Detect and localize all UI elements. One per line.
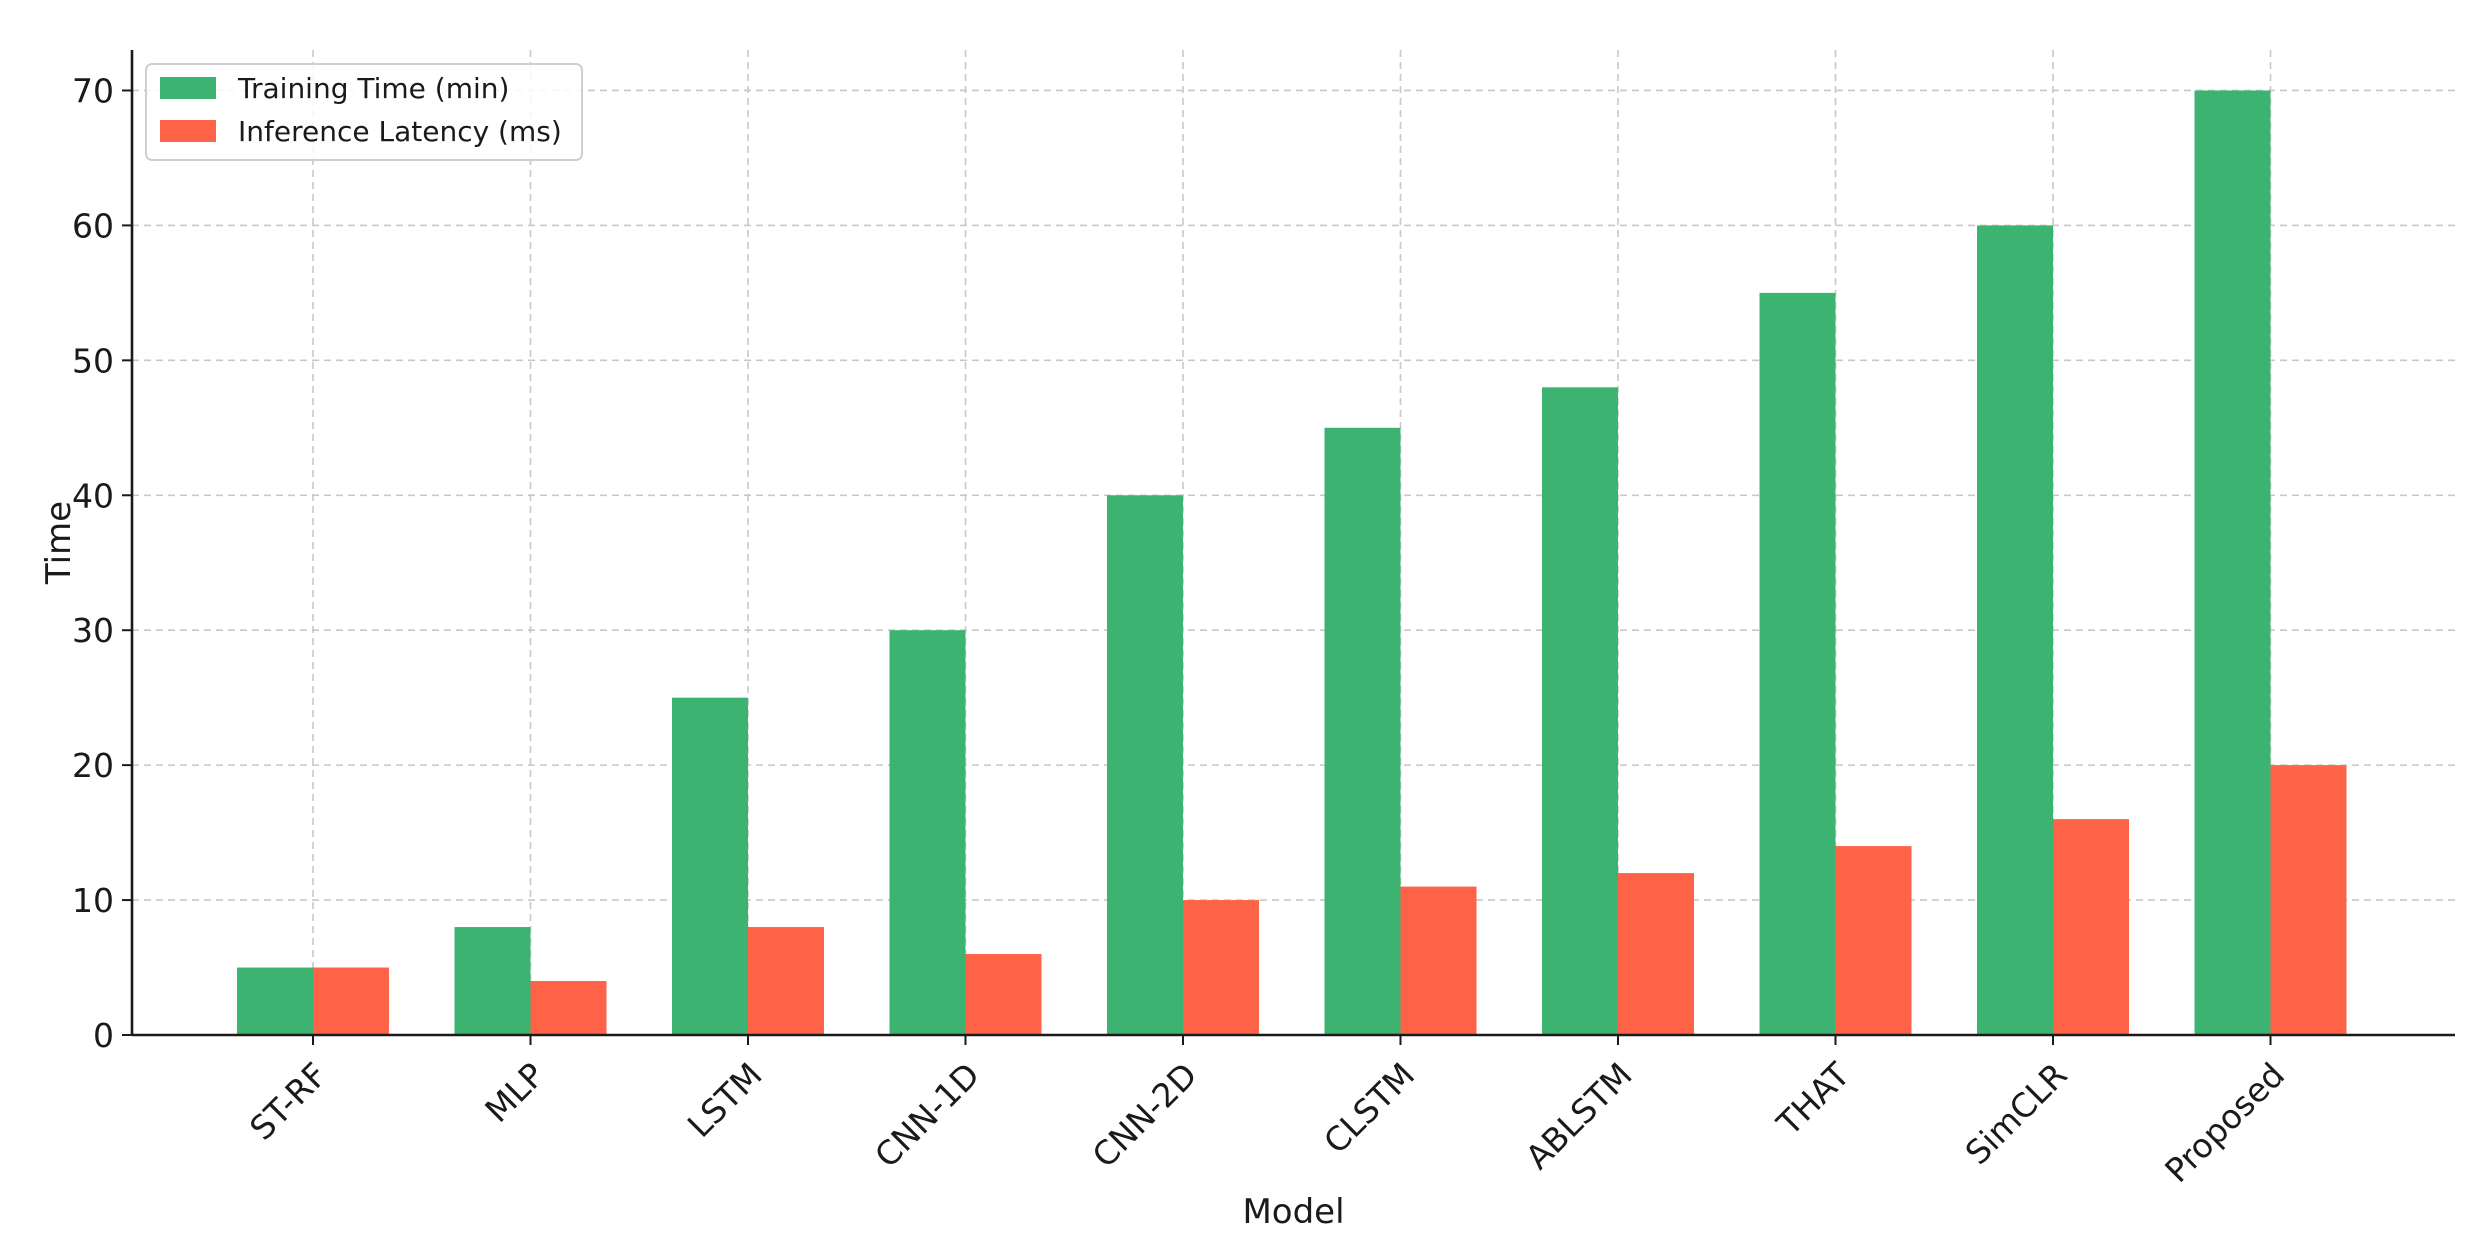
legend-label-inference-latency: Inference Latency (ms) bbox=[238, 115, 562, 148]
bar-inference-latency bbox=[2053, 819, 2129, 1035]
bar-inference-latency bbox=[530, 981, 607, 1035]
x-tick-label: SimCLR bbox=[1958, 1055, 2075, 1172]
x-tick-label: Proposed bbox=[2157, 1055, 2292, 1190]
y-tick-label: 0 bbox=[93, 1016, 114, 1055]
x-tick-label: ST-RF bbox=[242, 1055, 335, 1148]
y-tick-label: 10 bbox=[72, 881, 114, 920]
x-tick-label: ABLSTM bbox=[1518, 1055, 1640, 1177]
bar-training-time bbox=[454, 927, 531, 1035]
y-tick-label: 50 bbox=[72, 341, 114, 380]
y-tick-label: 60 bbox=[72, 206, 114, 245]
legend-swatch-inference-latency bbox=[160, 120, 216, 142]
y-tick-label: 20 bbox=[72, 746, 114, 785]
bar-training-time bbox=[1759, 292, 1836, 1035]
bar-training-time bbox=[2194, 90, 2271, 1036]
x-tick-label: CNN-2D bbox=[1085, 1055, 1205, 1175]
bar-inference-latency bbox=[1400, 886, 1477, 1035]
x-tick-label: CLSTM bbox=[1316, 1055, 1422, 1161]
x-tick-label: LSTM bbox=[680, 1055, 770, 1145]
bar-training-time bbox=[889, 630, 966, 1035]
legend: Training Time (min) Inference Latency (ms… bbox=[145, 63, 583, 161]
legend-swatch-training-time bbox=[160, 77, 216, 99]
bar-inference-latency bbox=[748, 927, 824, 1035]
y-tick-label: 30 bbox=[72, 611, 114, 650]
bar-inference-latency bbox=[1183, 900, 1259, 1035]
legend-items: Training Time (min) Inference Latency (ms… bbox=[160, 72, 562, 148]
axes-layer bbox=[130, 50, 2455, 1037]
y-tick-label: 40 bbox=[72, 476, 114, 515]
legend-frame bbox=[145, 63, 583, 161]
bars-layer bbox=[237, 90, 2347, 1036]
legend-label-training-time: Training Time (min) bbox=[237, 72, 509, 105]
bar-inference-latency bbox=[1835, 846, 1912, 1035]
bar-training-time bbox=[1977, 225, 2053, 1036]
y-tick-label: 70 bbox=[72, 71, 114, 110]
x-tick-label: MLP bbox=[477, 1055, 552, 1130]
bar-training-time bbox=[1107, 495, 1183, 1035]
bar-inference-latency bbox=[965, 954, 1042, 1035]
bar-inference-latency bbox=[2270, 765, 2347, 1035]
bar-training-time bbox=[672, 697, 748, 1035]
x-tick-label: CNN-1D bbox=[867, 1055, 987, 1175]
bar-inference-latency bbox=[1618, 873, 1694, 1035]
bar-training-time bbox=[237, 967, 313, 1035]
bar-inference-latency bbox=[313, 967, 389, 1035]
x-axis-label: Model bbox=[1242, 1192, 1344, 1232]
y-axis-label: Time bbox=[39, 501, 79, 585]
x-tick-label: THAT bbox=[1769, 1054, 1858, 1143]
bar-training-time bbox=[1542, 387, 1618, 1036]
bar-training-time bbox=[1324, 427, 1401, 1035]
